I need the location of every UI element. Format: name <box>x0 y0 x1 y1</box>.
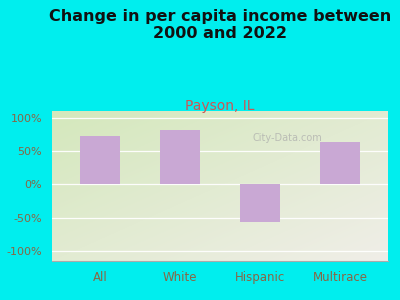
Text: Change in per capita income between
2000 and 2022: Change in per capita income between 2000… <box>49 9 391 41</box>
Bar <box>160 130 200 184</box>
Bar <box>240 184 280 222</box>
Text: City-Data.com: City-Data.com <box>252 133 322 143</box>
Bar <box>80 136 120 184</box>
Bar <box>320 142 360 184</box>
Text: Payson, IL: Payson, IL <box>185 99 255 113</box>
